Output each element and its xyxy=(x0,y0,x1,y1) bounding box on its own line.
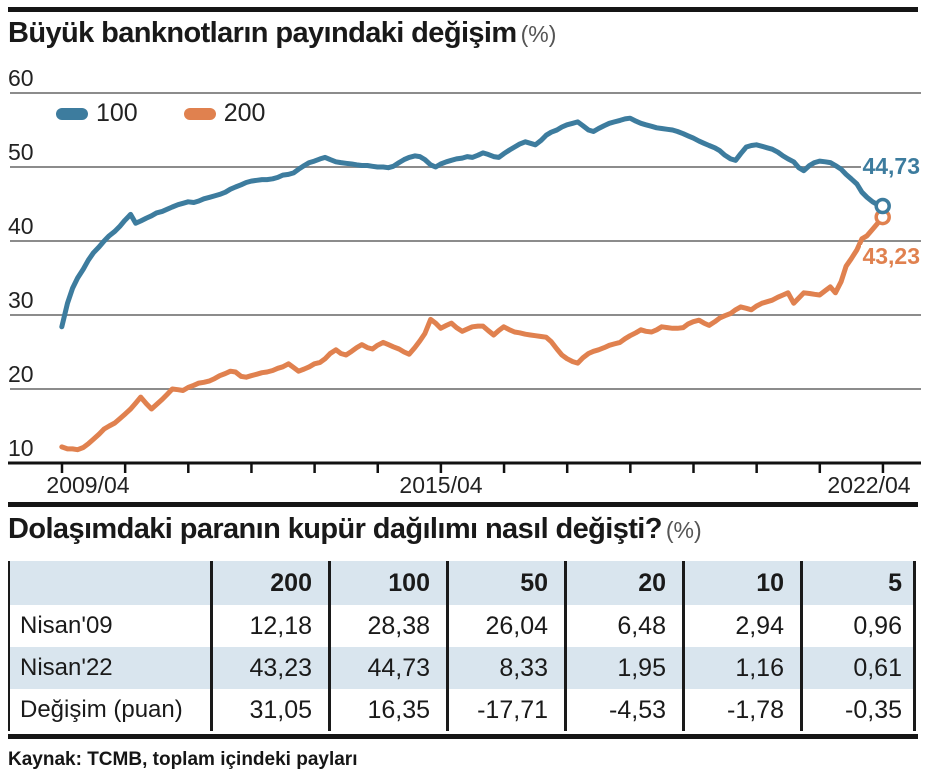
table-title: Dolaşımdaki paranın kupür dağılımı nasıl… xyxy=(8,513,702,546)
x-axis-label-2015/04: 2015/04 xyxy=(399,472,483,498)
end-value-label-200: 43,23 xyxy=(861,243,921,269)
table-cell-Nisan'22-10: 1,16 xyxy=(682,647,800,689)
denomination-table: 200 100 50 20 10 5 Nisan'09 12,18 28,38 26,04 6,48… xyxy=(8,561,916,731)
y-axis-label-20: 20 xyxy=(8,361,34,387)
table-row-label: Nisan'22 xyxy=(20,654,113,681)
table-cell-Değişim (puan)-100: 16,35 xyxy=(328,689,446,731)
legend-item-100: 100 xyxy=(56,99,138,128)
table-cell-Nisan'22-20: 1,95 xyxy=(564,647,682,689)
y-axis-label-10: 10 xyxy=(8,435,34,461)
table-col-header-200: 200 xyxy=(210,561,328,605)
table-cell-Nisan'22-50: 8,33 xyxy=(446,647,564,689)
table-cell-Değişim (puan)-5: -0,35 xyxy=(800,689,918,731)
table-header-row: 200 100 50 20 10 5 xyxy=(10,561,913,605)
chart-title-unit: (%) xyxy=(520,21,557,47)
series-line-100 xyxy=(59,115,886,330)
y-axis-label-40: 40 xyxy=(8,213,34,239)
chart-legend: 100 200 xyxy=(56,99,265,128)
table-cell-Nisan'09-50: 26,04 xyxy=(446,605,564,647)
legend-swatch-icon-100 xyxy=(56,107,88,120)
x-axis-label-2022/04: 2022/04 xyxy=(827,472,911,498)
table-cell-Değişim (puan)-20: -4,53 xyxy=(564,689,682,731)
series-line-200 xyxy=(59,214,886,453)
chart-title: Büyük banknotların payındaki değişim (%) xyxy=(8,17,556,50)
table-cell-Değişim (puan)-50: -17,71 xyxy=(446,689,564,731)
x-axis-label-2009/04: 2009/04 xyxy=(46,472,130,498)
table-cell-Nisan'22-200: 43,23 xyxy=(210,647,328,689)
table-col-header-20: 20 xyxy=(564,561,682,605)
table-title-text: Dolaşımdaki paranın kupür dağılımı nasıl… xyxy=(8,513,662,545)
chart-title-text: Büyük banknotların payındaki değişim xyxy=(8,17,517,49)
legend-label-200: 200 xyxy=(223,99,266,127)
table-cell-Nisan'09-100: 28,38 xyxy=(328,605,446,647)
table-cell-Değişim (puan)-10: -1,78 xyxy=(682,689,800,731)
y-axis-label-30: 30 xyxy=(8,287,34,313)
series-end-marker-100 xyxy=(874,197,891,215)
table-cell-Nisan'22-5: 0,61 xyxy=(800,647,918,689)
table-corner-cell xyxy=(10,561,210,605)
chart-canvas xyxy=(8,92,921,473)
table-title-unit: (%) xyxy=(665,517,702,543)
table-cell-Nisan'22-100: 44,73 xyxy=(328,647,446,689)
table-row-2: Nisan'22 43,23 44,73 8,33 1,95 1,16 0,61 xyxy=(10,647,913,689)
top-divider xyxy=(8,7,918,12)
y-axis-label-60: 60 xyxy=(8,65,34,91)
legend-label-100: 100 xyxy=(96,99,138,127)
table-cell-Nisan'09-5: 0,96 xyxy=(800,605,918,647)
source-note: Kaynak: TCMB, toplam içindeki payları xyxy=(8,749,358,770)
table-cell-Nisan'09-10: 2,94 xyxy=(682,605,800,647)
end-value-label-100: 44,73 xyxy=(861,153,921,179)
table-row-1: Nisan'09 12,18 28,38 26,04 6,48 2,94 0,96 xyxy=(10,605,913,647)
bottom-divider xyxy=(8,734,918,739)
legend-item-200: 200 xyxy=(183,99,266,128)
table-cell-Değişim (puan)-200: 31,05 xyxy=(210,689,328,731)
table-col-header-100: 100 xyxy=(328,561,446,605)
y-axis-label-50: 50 xyxy=(8,139,34,165)
table-row-3: Değişim (puan) 31,05 16,35 -17,71 -4,53 -1,78… xyxy=(10,689,913,731)
table-col-header-10: 10 xyxy=(682,561,800,605)
table-row-label: Nisan'09 xyxy=(20,612,113,639)
table-row-label: Değişim (puan) xyxy=(20,696,183,723)
table-cell-Nisan'09-200: 12,18 xyxy=(210,605,328,647)
section-divider xyxy=(8,502,918,507)
table-col-header-50: 50 xyxy=(446,561,564,605)
table-col-header-5: 5 xyxy=(800,561,918,605)
table-cell-Nisan'09-20: 6,48 xyxy=(564,605,682,647)
legend-swatch-icon-200 xyxy=(183,107,216,120)
